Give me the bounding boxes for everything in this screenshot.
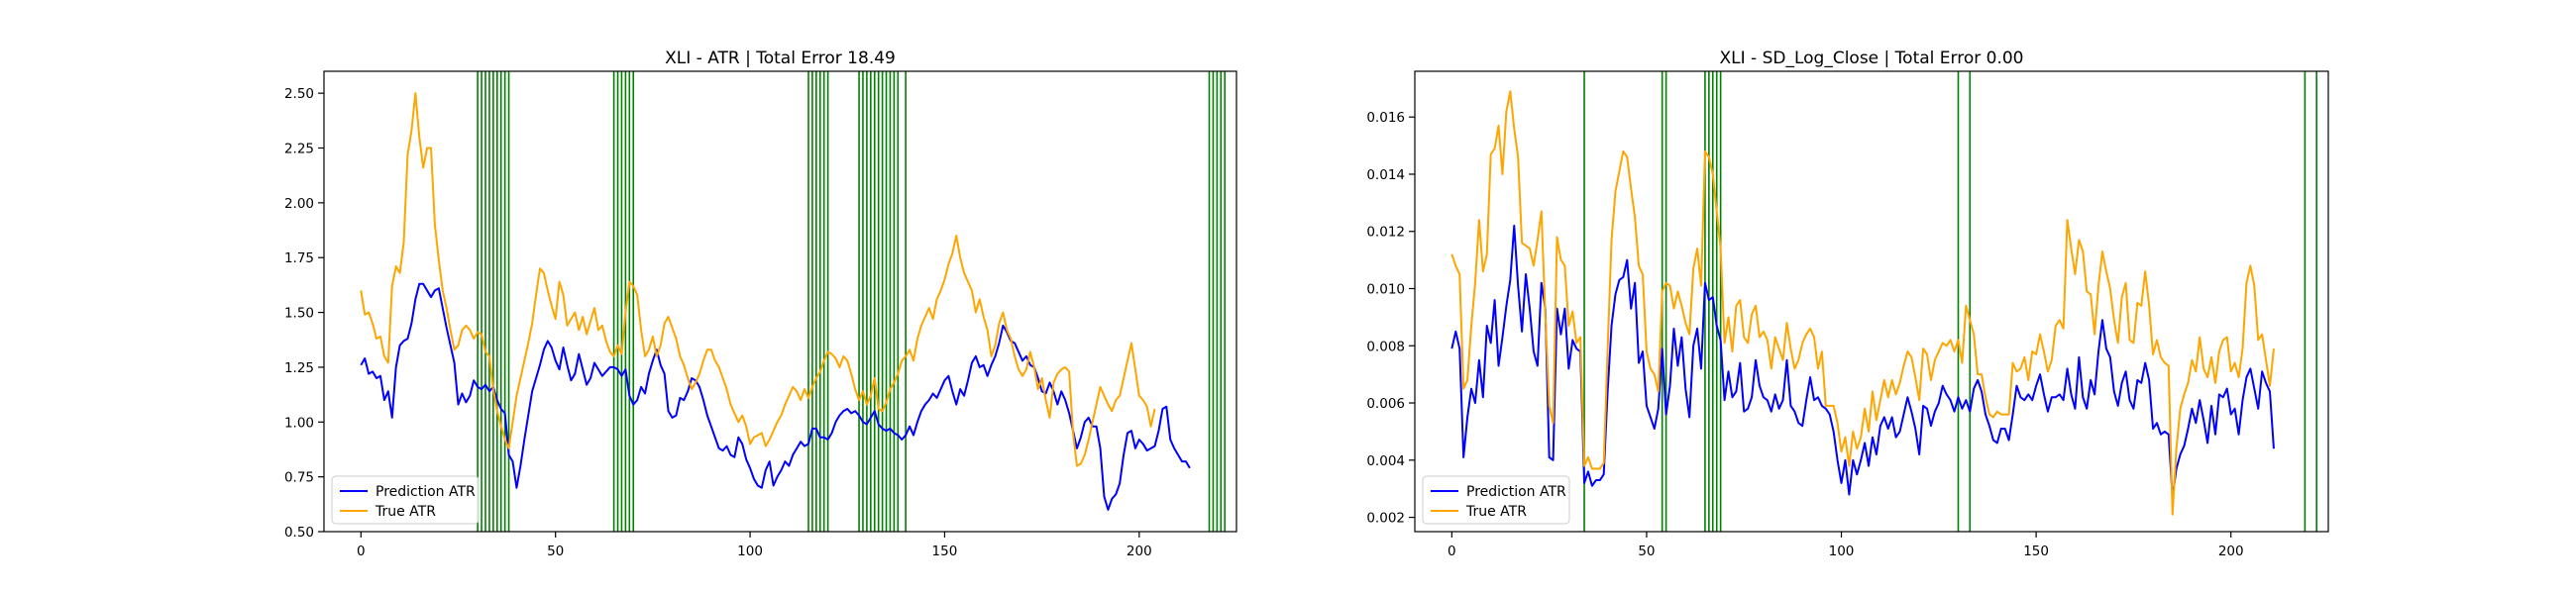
y-tick-label: 0.012 (1366, 225, 1405, 241)
legend-box (1422, 475, 1570, 525)
y-tick-label: 0.50 (284, 525, 314, 541)
y-tick-label: 0.75 (284, 470, 314, 486)
legend: Prediction ATR True ATR (331, 475, 480, 525)
legend-entry-label: Prediction ATR (376, 484, 476, 500)
y-tick-label: 2.00 (284, 196, 314, 212)
y-tick-label: 0.006 (1366, 396, 1405, 412)
x-tick-label: 150 (932, 544, 958, 559)
y-tick-label: 1.75 (284, 250, 314, 266)
y-tick-label: 0.010 (1366, 282, 1405, 298)
y-tick-label: 1.25 (284, 360, 314, 376)
x-tick-label: 50 (547, 544, 564, 559)
x-tick-label: 0 (1448, 544, 1456, 559)
y-tick-label: 0.002 (1366, 511, 1405, 527)
y-tick-label: 0.014 (1366, 167, 1405, 183)
subplot-1: XLI - ATR | Total Error 18.49 0 50 100 150 20… (284, 49, 1237, 559)
legend-entry-label: True ATR (375, 504, 436, 520)
y-tick-label: 1.50 (284, 306, 314, 322)
subplot-2: XLI - SD_Log_Close | Total Error 0.00 0 50… (1366, 49, 2329, 559)
x-tick-label: 200 (1127, 544, 1152, 559)
series-line-prediction (360, 282, 1191, 511)
x-tick-label: 100 (737, 544, 763, 559)
axes-frame (1414, 70, 2329, 533)
legend-box (331, 475, 480, 525)
y-tick-label: 0.008 (1366, 339, 1405, 354)
chart-title: XLI - ATR | Total Error 18.49 (665, 49, 896, 68)
legend-entry-label: True ATR (1465, 504, 1527, 520)
x-tick-label: 150 (2023, 544, 2049, 559)
series-line-true (1450, 90, 2275, 516)
y-tick-label: 2.50 (284, 86, 314, 102)
y-tick-label: 2.25 (284, 142, 314, 157)
x-tick-label: 50 (1638, 544, 1655, 559)
x-tick-label: 0 (357, 544, 366, 559)
series-line-prediction (1450, 224, 2275, 499)
x-tick-label: 200 (2218, 544, 2244, 559)
y-tick-label: 1.00 (284, 415, 314, 431)
axes-frame (323, 70, 1237, 533)
y-tick-label: 0.004 (1366, 453, 1405, 469)
legend-entry-label: Prediction ATR (1466, 484, 1566, 500)
series-line-true (360, 92, 1156, 467)
x-tick-label: 100 (1829, 544, 1855, 559)
legend: Prediction ATR True ATR (1422, 475, 1570, 525)
chart-title: XLI - SD_Log_Close | Total Error 0.00 (1720, 49, 2024, 68)
y-tick-label: 0.016 (1366, 110, 1405, 126)
